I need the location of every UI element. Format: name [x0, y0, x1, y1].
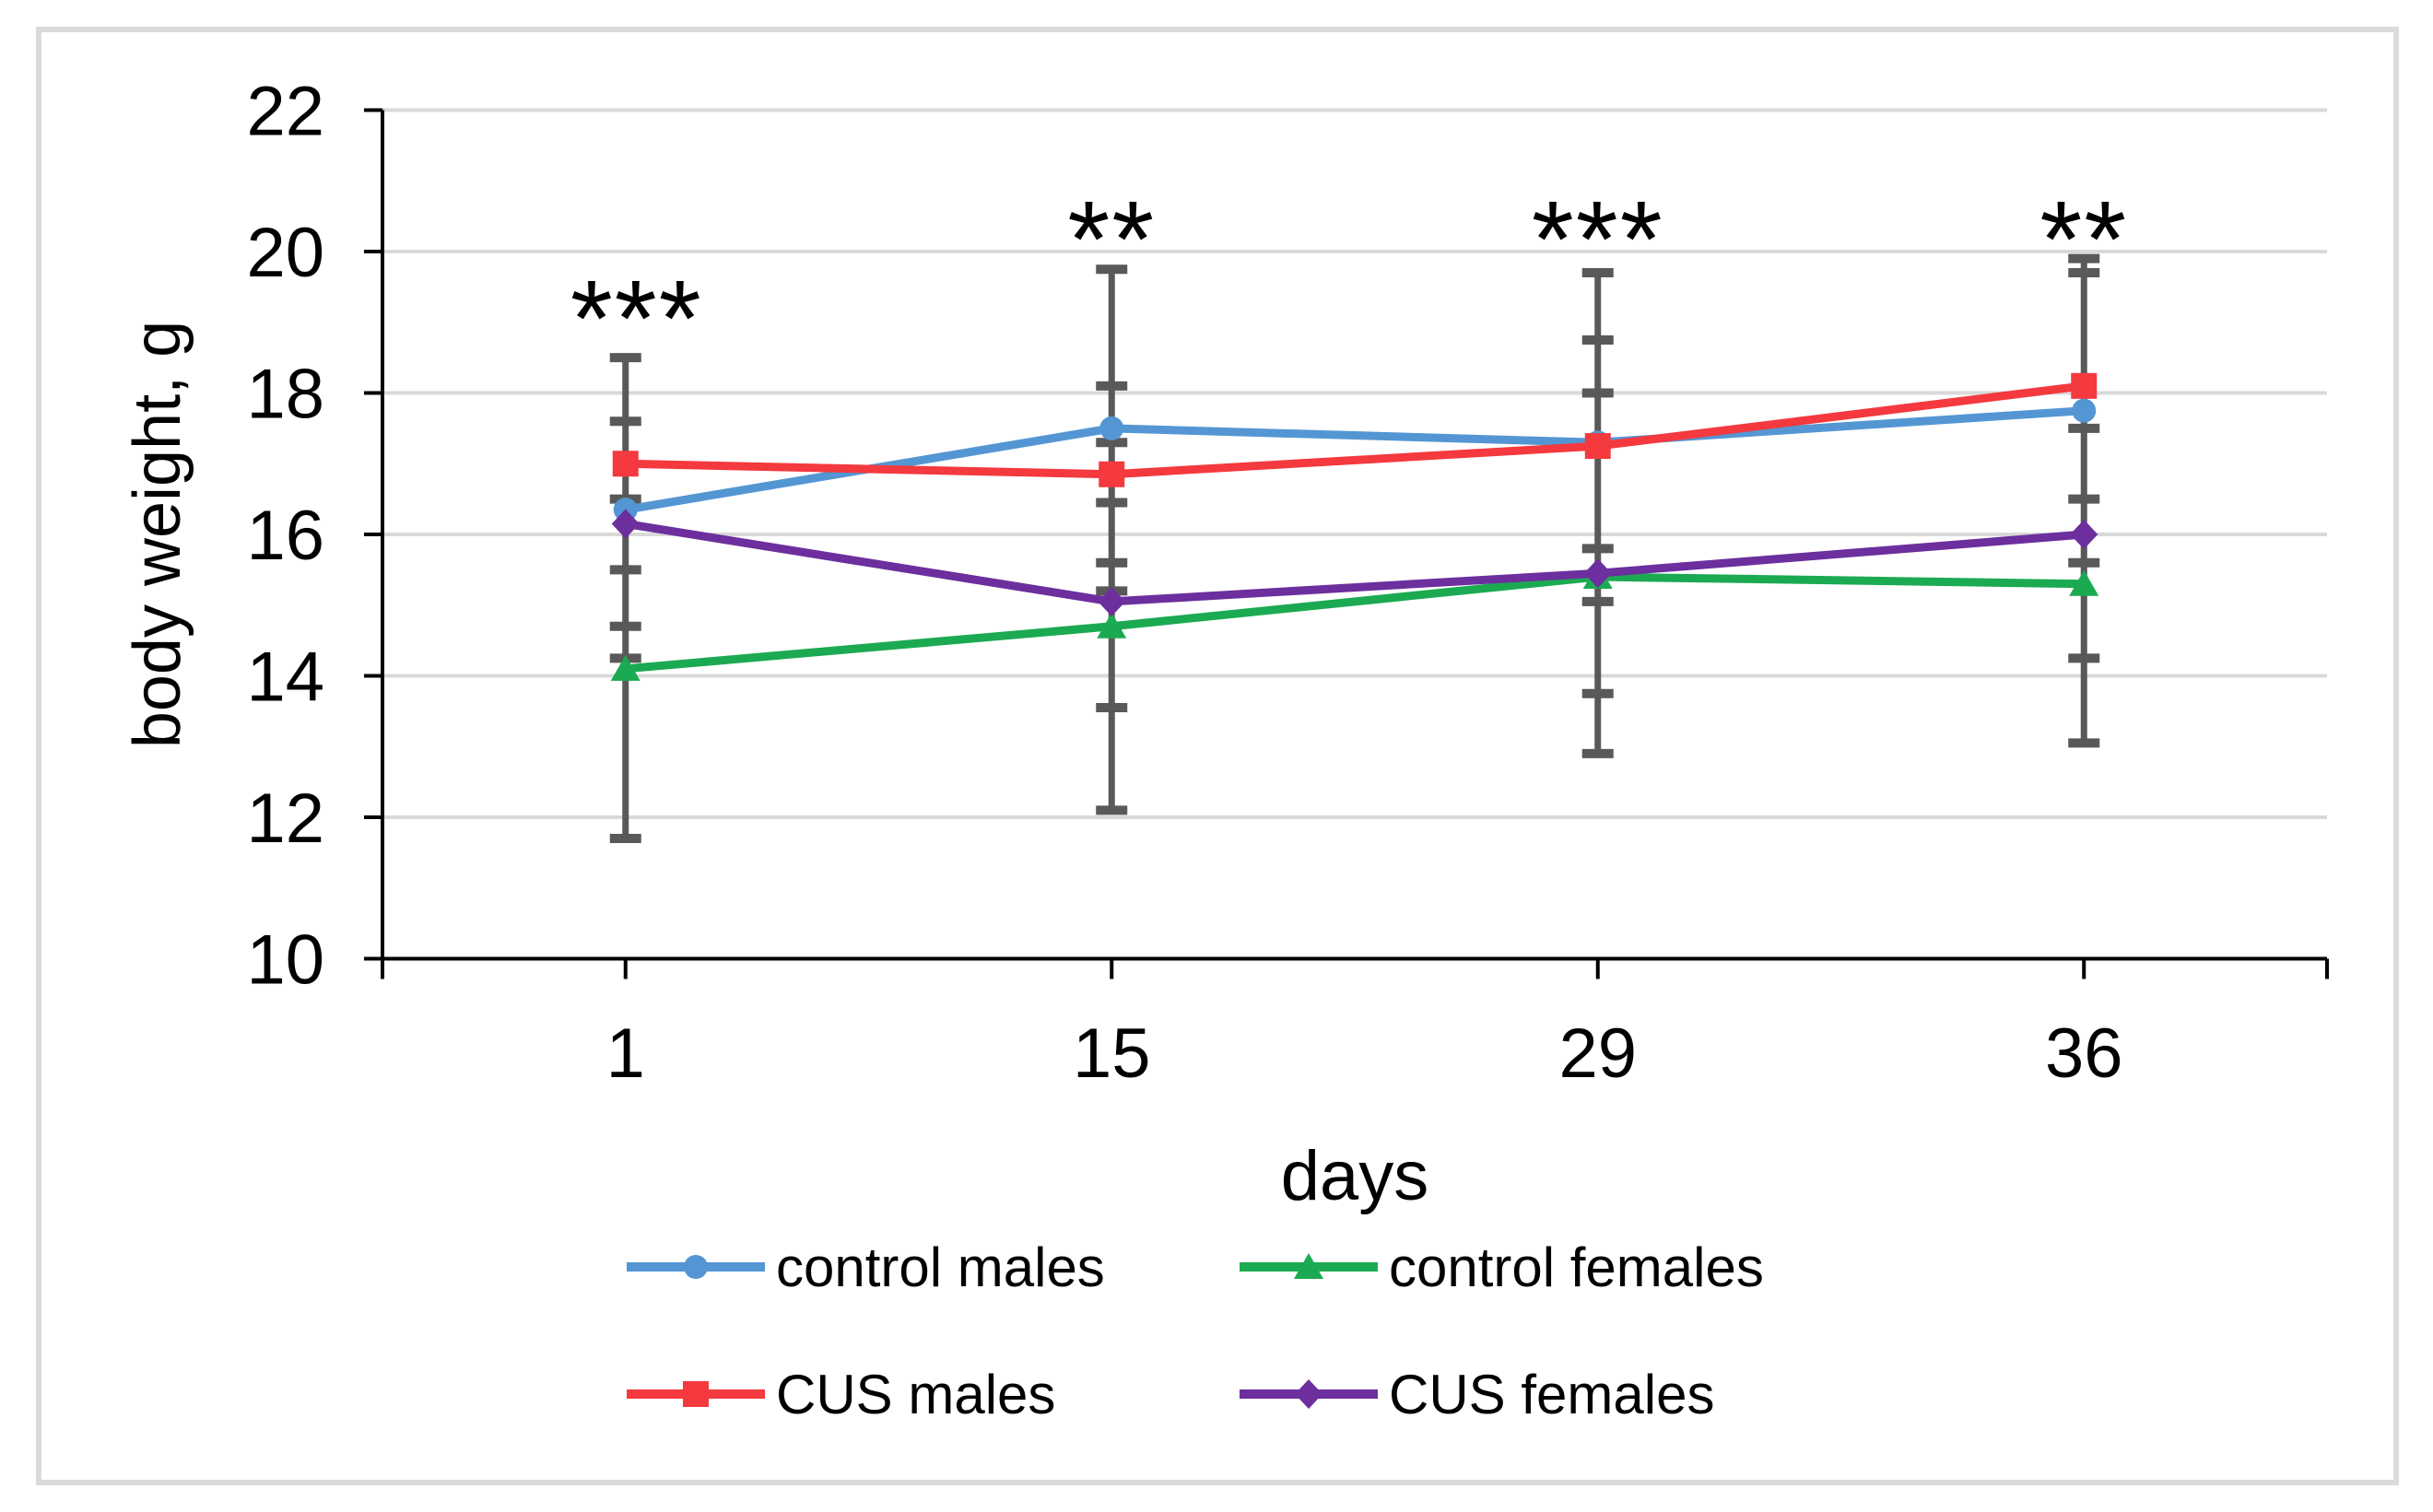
- y-tick-label: 16: [246, 497, 324, 575]
- x-tick-label: 29: [1558, 1014, 1637, 1093]
- legend-label: control males: [776, 1237, 1105, 1298]
- x-tick-label: 36: [2045, 1014, 2123, 1093]
- series-cus-females: [611, 509, 2098, 616]
- legend-label: control females: [1389, 1237, 1764, 1298]
- significance-stars: ***: [1532, 179, 1664, 300]
- series-line-cus-males: [621, 381, 2088, 479]
- legend-marker-square: [683, 1381, 709, 1407]
- data-point-cus-females: [2070, 520, 2098, 549]
- legend-item-cus-males: CUS males: [627, 1364, 1055, 1425]
- y-tick-label: 10: [246, 921, 324, 1000]
- error-bar: [2068, 253, 2100, 748]
- data-point-cus-females: [1583, 558, 1612, 589]
- legend-label: CUS males: [776, 1364, 1055, 1425]
- x-axis-title: days: [1281, 1137, 1429, 1215]
- significance-stars: ***: [570, 258, 703, 380]
- y-tick-label: 20: [246, 214, 324, 292]
- figure-border: [36, 27, 2399, 1485]
- legend-item-control-males: control males: [627, 1237, 1105, 1298]
- series-line-control-females: [621, 572, 2088, 674]
- data-point-control-females: [2069, 569, 2099, 596]
- data-point-cus-males: [612, 451, 639, 477]
- data-point-control-males: [1099, 416, 1124, 440]
- data-point-control-females: [1097, 612, 1127, 639]
- data-point-cus-females: [1098, 586, 1126, 616]
- legend-marker-circle: [684, 1255, 708, 1279]
- data-point-cus-females: [611, 509, 640, 539]
- data-point-cus-males: [1099, 461, 1125, 487]
- legend-marker-diamond: [1295, 1379, 1322, 1409]
- data-point-control-males: [2072, 398, 2097, 423]
- data-point-cus-males: [2071, 372, 2098, 399]
- significance-stars: **: [2039, 179, 2128, 300]
- data-point-control-females: [610, 654, 641, 681]
- y-tick-label: 22: [246, 73, 324, 151]
- legend-label: CUS females: [1389, 1364, 1714, 1425]
- legend-item-control-females: control females: [1240, 1237, 1764, 1298]
- y-axis-title: body weight, g: [121, 321, 194, 748]
- significance-stars: **: [1067, 179, 1156, 300]
- series-line-cus-females: [621, 519, 2088, 606]
- error-bar: [1096, 264, 1128, 815]
- error-bar: [1581, 268, 1614, 758]
- x-tick-label: 15: [1073, 1014, 1151, 1093]
- legend-item-cus-females: CUS females: [1240, 1364, 1714, 1425]
- series-cus-males: [612, 372, 2098, 487]
- legend-marker-triangle: [1294, 1253, 1323, 1279]
- y-tick-label: 12: [246, 779, 324, 858]
- data-point-cus-males: [1584, 433, 1611, 460]
- y-tick-label: 18: [246, 356, 324, 434]
- x-tick-label: 1: [606, 1014, 645, 1093]
- y-tick-label: 14: [246, 639, 324, 717]
